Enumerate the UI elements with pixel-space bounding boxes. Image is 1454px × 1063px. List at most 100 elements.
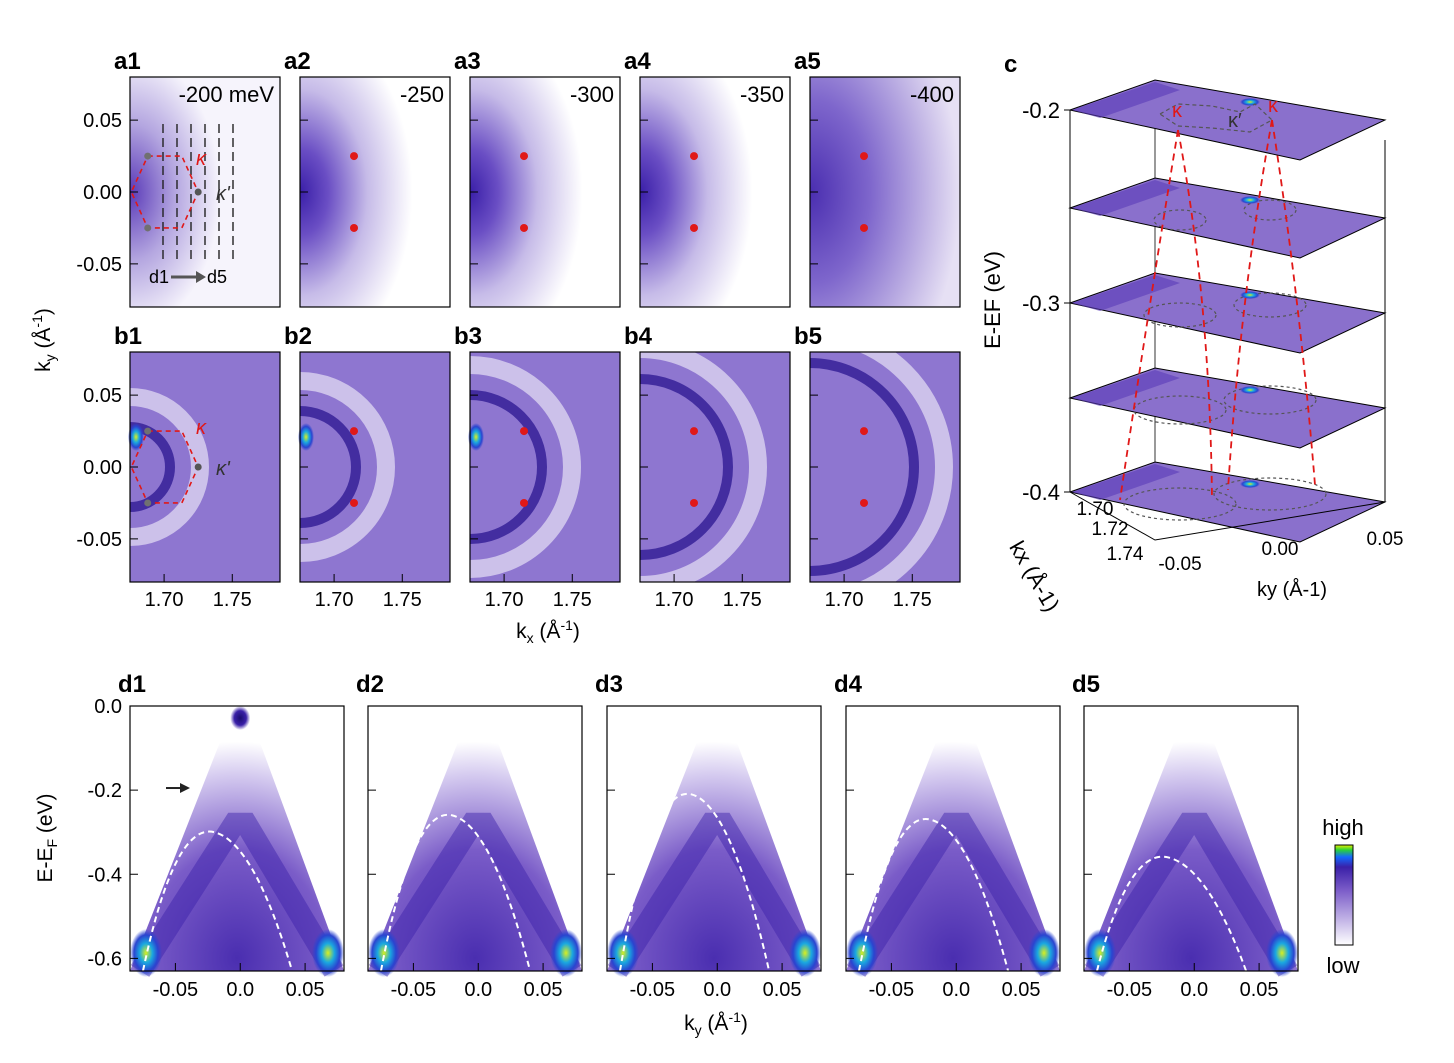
curv-panel-b5: b5 1.70 1.75 (794, 323, 961, 611)
cut-arrow-head (196, 271, 206, 283)
map-bg (470, 77, 620, 307)
k-point-marker (350, 223, 358, 232)
cut-hotspot-right (789, 929, 821, 977)
map-panel-a4: a4 -350 (624, 48, 791, 308)
cut-cone (607, 716, 821, 971)
cut-frame (606, 705, 822, 972)
d-ytick: 0.0 (94, 696, 122, 718)
c-hotspot (1240, 291, 1260, 299)
x-tick-label: 1.70 (485, 589, 524, 611)
c-ky-tick: 0.05 (1367, 529, 1404, 550)
c-base-axes (1069, 491, 1386, 541)
x-tick-label: 0.05 (763, 979, 802, 1001)
b-ytick: 0.00 (83, 457, 122, 479)
cut-hotspot-right (1266, 929, 1298, 977)
c-kx-tick: 1.72 (1092, 519, 1129, 540)
panel-label-a4: a4 (624, 48, 651, 75)
gamma-point (144, 152, 152, 160)
c-slice-edge (1072, 370, 1180, 406)
colorbar-low: low (1326, 953, 1359, 978)
c-slice-edge (1072, 464, 1180, 500)
cut-cone (368, 716, 582, 971)
k-point-marker (350, 152, 358, 161)
panel-label-d4: d4 (834, 671, 863, 698)
cut-band (130, 812, 344, 977)
k-point-marker (520, 223, 528, 232)
cut-start-label: d1 (149, 267, 169, 287)
k-point-marker (860, 498, 868, 507)
cut-hotspot-left (368, 929, 400, 977)
panel-label-a3: a3 (454, 48, 481, 75)
c-slice-edge (1072, 82, 1180, 118)
dispersion-guide (379, 813, 532, 972)
x-tick-label: 0.0 (226, 979, 254, 1001)
cut-cone (846, 716, 1060, 971)
c-kx-tick: 1.70 (1077, 499, 1114, 520)
c-kx-tick: 1.74 (1107, 544, 1144, 565)
map-panel-a5: a5 -400 (794, 48, 961, 308)
panel-label-a1: a1 (114, 48, 141, 75)
c-kprime-label: κ′ (1228, 110, 1242, 132)
c-slice (1068, 367, 1387, 449)
curv-panel-b4: b4 1.70 1.75 (624, 323, 791, 611)
energy-label-a1: -200 meV (179, 82, 275, 107)
cut-panel-d3: d3 -0.05 0.0 0.05 (595, 671, 822, 1001)
c-ky-label: ky (Å-1) (1257, 578, 1327, 601)
k-label: κ (196, 417, 207, 439)
kprime-point (194, 188, 202, 196)
k-point-marker (690, 223, 698, 232)
panel-label-b2: b2 (284, 323, 312, 350)
cut-band (368, 812, 582, 977)
k-point-marker (520, 427, 528, 436)
k-point-marker (690, 427, 698, 436)
cut-cone (130, 716, 344, 971)
curv-dark-ring (469, 390, 547, 544)
dispersion-guide (618, 792, 771, 972)
energy-label-a4: -350 (740, 82, 784, 107)
c-slice (1068, 177, 1387, 259)
kprime-label: κ' (216, 458, 231, 480)
cut-hotspot-right (312, 929, 344, 977)
k-point-marker (860, 427, 868, 436)
curv-dark-ring (299, 406, 361, 528)
cut-panel-d5: d5 -0.05 0.0 0.05 (1072, 671, 1299, 1001)
panel-label-d2: d2 (356, 671, 384, 698)
cut-hotspot-right (1028, 929, 1060, 977)
k-point-marker (520, 152, 528, 161)
kprime-point (194, 463, 202, 471)
cut-hotspot-right (550, 929, 582, 977)
x-tick-label: 1.75 (723, 589, 762, 611)
a-ytick: 0.05 (83, 110, 122, 132)
d-ytick: -0.6 (88, 948, 122, 970)
x-tick-label: 0.0 (942, 979, 970, 1001)
k-point-marker (690, 152, 698, 161)
cut-band (846, 812, 1060, 977)
k-point-marker (350, 498, 358, 507)
cut-frame (129, 705, 345, 972)
x-tick-label: 0.0 (1180, 979, 1208, 1001)
panel-c-3d: c κ κ κ′ -0.2 -0.3 -0.4 E-EF (eV) 1.701.72 1.74 -0… (980, 51, 1403, 616)
cut-band (607, 812, 821, 977)
panel-label-a5: a5 (794, 48, 821, 75)
k-point-marker (860, 223, 868, 232)
cut-frame (367, 705, 583, 972)
curv-light-ring (469, 356, 581, 578)
x-tick-label: -0.05 (1107, 979, 1153, 1001)
x-tick-label: 1.70 (315, 589, 354, 611)
c-kx-label: kx (Å-1) (1004, 537, 1064, 616)
d-ytick: -0.2 (88, 780, 122, 802)
kprime-label: κ' (216, 183, 231, 205)
cut-hotspot-left (846, 929, 878, 977)
c-k-label-left: κ (1172, 100, 1183, 122)
map-panel-a2: a2 -250 (284, 48, 451, 308)
x-tick-label: 1.70 (145, 589, 184, 611)
c-contour-left (1153, 209, 1207, 231)
curv-hotspot (298, 423, 314, 451)
panel-label-b3: b3 (454, 323, 482, 350)
gamma-point (144, 499, 152, 507)
c-ky-tick: -0.05 (1158, 554, 1201, 575)
cut-top-spot (230, 706, 251, 730)
b-ytick: 0.05 (83, 385, 122, 407)
k-point-marker (520, 498, 528, 507)
